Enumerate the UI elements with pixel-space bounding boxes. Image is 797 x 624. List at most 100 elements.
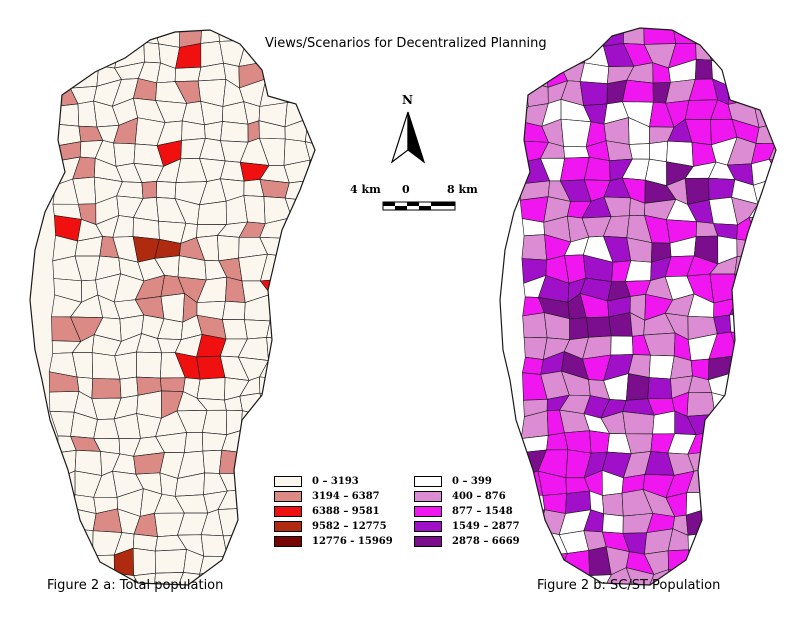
scale-label-zero: 0 bbox=[402, 183, 410, 196]
village-region bbox=[748, 28, 776, 44]
village-region bbox=[649, 140, 669, 163]
village-region bbox=[331, 373, 351, 393]
village-region bbox=[324, 294, 350, 316]
village-region bbox=[775, 176, 776, 205]
village-region bbox=[308, 314, 315, 337]
village-region bbox=[197, 200, 227, 225]
village-region bbox=[747, 370, 775, 395]
village-region bbox=[774, 236, 776, 264]
village-region bbox=[579, 81, 608, 106]
village-region bbox=[322, 257, 354, 278]
caption-figure-b: Figure 2 b: SC/ST Population bbox=[537, 578, 721, 593]
village-region bbox=[564, 591, 587, 613]
village-region bbox=[201, 409, 228, 436]
village-region bbox=[589, 430, 610, 454]
legend-swatch bbox=[274, 521, 302, 532]
village-region bbox=[70, 30, 104, 44]
legend-label: 9582 – 12775 bbox=[312, 521, 387, 532]
village-region bbox=[70, 62, 99, 89]
legend-label: 2878 – 6669 bbox=[452, 536, 520, 547]
village-region bbox=[305, 65, 315, 86]
village-region bbox=[331, 356, 351, 380]
village-region bbox=[695, 43, 712, 61]
village-region bbox=[302, 179, 315, 201]
village-region bbox=[774, 254, 776, 283]
village-region bbox=[331, 586, 354, 612]
village-region bbox=[753, 332, 776, 355]
village-region bbox=[116, 30, 145, 46]
village-region bbox=[622, 411, 655, 435]
village-region bbox=[307, 103, 315, 119]
village-region bbox=[280, 567, 310, 585]
village-region bbox=[303, 214, 315, 243]
village-region bbox=[113, 142, 136, 167]
village-region bbox=[794, 25, 797, 47]
village-region bbox=[141, 181, 158, 199]
village-region bbox=[768, 215, 776, 241]
village-region bbox=[49, 391, 80, 413]
village-region bbox=[748, 547, 776, 574]
village-region bbox=[328, 414, 353, 434]
village-region bbox=[769, 390, 776, 417]
village-region bbox=[748, 532, 776, 552]
village-region bbox=[706, 468, 738, 496]
village-region bbox=[695, 58, 713, 80]
village-region bbox=[730, 511, 759, 535]
village-region bbox=[768, 158, 776, 187]
village-region bbox=[217, 30, 247, 42]
village-region bbox=[259, 415, 288, 437]
village-region bbox=[240, 410, 266, 433]
village-region bbox=[304, 277, 315, 304]
village-region bbox=[569, 317, 589, 340]
village-region bbox=[769, 353, 776, 381]
village-region bbox=[53, 488, 76, 513]
village-region bbox=[283, 78, 312, 105]
village-region bbox=[793, 532, 797, 549]
village-region bbox=[202, 449, 223, 474]
legend-label: 1549 – 2877 bbox=[452, 521, 520, 532]
village-region bbox=[758, 239, 776, 264]
village-region bbox=[773, 336, 776, 358]
village-region bbox=[283, 352, 309, 381]
village-region bbox=[217, 235, 240, 262]
legend-swatch bbox=[274, 506, 302, 517]
village-region bbox=[225, 567, 250, 585]
village-region bbox=[769, 374, 776, 397]
village-region bbox=[225, 547, 248, 574]
village-region bbox=[241, 30, 263, 48]
village-region bbox=[71, 39, 104, 67]
page-title: Views/Scenarios for Decentralized Planni… bbox=[265, 36, 547, 51]
village-region bbox=[283, 332, 313, 357]
village-region bbox=[308, 45, 315, 68]
village-region bbox=[768, 203, 776, 217]
village-region bbox=[772, 473, 776, 494]
village-region bbox=[143, 41, 161, 64]
village-region bbox=[329, 45, 349, 67]
village-region bbox=[132, 547, 156, 576]
village-region bbox=[119, 376, 139, 399]
map-scst-population bbox=[499, 25, 797, 613]
village-region bbox=[791, 237, 797, 259]
village-region bbox=[769, 414, 776, 438]
village-region bbox=[244, 319, 271, 340]
village-region bbox=[771, 531, 776, 550]
village-region bbox=[243, 489, 268, 513]
village-region bbox=[222, 300, 246, 321]
village-region bbox=[132, 217, 160, 240]
village-region bbox=[710, 532, 739, 553]
village-region bbox=[327, 333, 347, 356]
village-region bbox=[772, 315, 776, 338]
village-region bbox=[542, 28, 571, 49]
village-region bbox=[735, 412, 757, 440]
village-region bbox=[730, 533, 759, 552]
village-region bbox=[793, 216, 797, 238]
village-region bbox=[269, 549, 289, 576]
legend-scst-population: 0 – 399 400 – 876 877 – 1548 1549 – 2877… bbox=[414, 475, 534, 550]
village-region bbox=[245, 533, 271, 550]
village-region bbox=[281, 592, 310, 609]
village-region bbox=[568, 28, 590, 44]
village-region bbox=[793, 454, 797, 474]
village-region bbox=[793, 200, 797, 216]
village-region bbox=[325, 119, 344, 147]
village-region bbox=[749, 568, 776, 585]
